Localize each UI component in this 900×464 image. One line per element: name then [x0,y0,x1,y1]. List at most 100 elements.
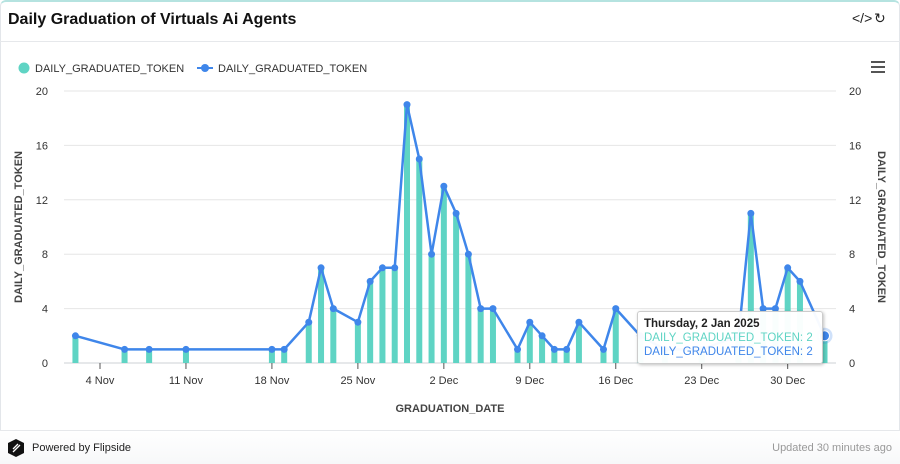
x-tick-label: 30 Dec [770,375,805,387]
y-tick-left: 8 [42,249,48,261]
y-tick-left: 12 [36,195,48,207]
x-tick-label: 2 Dec [429,375,458,387]
bar [391,267,398,363]
line-point [612,305,620,313]
bar [600,349,607,363]
bar [72,335,79,363]
y-tick-left: 4 [42,304,48,316]
bar [489,308,496,363]
bar [526,322,533,363]
y-axis-title-right: DAILY_GRADUATED_TOKEN [875,151,887,303]
line-point [563,345,571,353]
line-point [329,305,337,313]
legend-bar-label: DAILY_GRADUATED_TOKEN [35,63,184,75]
line-point [317,264,325,272]
refresh-icon[interactable]: ↻ [874,10,886,26]
y-tick-right: 12 [849,195,861,207]
line-point [796,277,804,285]
line-point [538,332,546,340]
tooltip-date: Thursday, 2 Jan 2025 [644,318,760,330]
card-footer: Powered by Flipside Updated 30 minutes a… [0,430,900,464]
bar [612,308,619,363]
bar [821,335,828,363]
legend-bar-marker [18,62,30,74]
line-point [759,305,767,313]
line-point [428,250,436,258]
line-point [452,209,460,217]
y-tick-right: 16 [849,140,861,152]
line-point [354,318,362,326]
y-axis-title-left: DAILY_GRADUATED_TOKEN [13,151,25,303]
x-axis-title: GRADUATION_DATE [396,403,505,415]
y-tick-left: 16 [36,140,48,152]
bar [305,322,312,363]
x-tick-label: 16 Dec [598,375,633,387]
x-tick-label: 11 Nov [169,375,204,387]
line-point [305,318,313,326]
bar [146,349,153,363]
line-point [121,345,129,353]
card-header: Daily Graduation of Virtuals Ai Agents <… [0,0,900,42]
y-tick-left: 0 [42,358,48,370]
line-point [477,305,485,313]
x-tick-label: 9 Dec [515,375,544,387]
line-point [771,305,779,313]
chart-title: Daily Graduation of Virtuals Ai Agents [8,11,297,28]
bar [453,213,460,363]
bar [121,349,128,363]
line-point [784,264,792,272]
bar [440,186,447,363]
bar [379,267,386,363]
bar [465,254,472,363]
y-tick-left: 20 [36,86,48,98]
code-icon[interactable]: </> [852,10,873,26]
x-tick-label: 18 Nov [254,375,289,387]
chart-svg: 0 0 4 4 8 8 12 12 16 16 20 20 4 Nov 11 Nov 18 Nov 25 No… [13,62,887,415]
bar [539,335,546,363]
bar [330,308,337,363]
x-tick-label: 4 Nov [86,375,115,387]
bar [551,349,558,363]
y-tick-right: 8 [849,249,855,261]
flipside-logo-icon [8,439,24,457]
bar [354,322,361,363]
bar [404,104,410,363]
bar [281,349,288,363]
line-point [391,264,399,272]
x-tick-label: 25 Nov [340,375,375,387]
line-point [280,345,288,353]
bar [182,349,189,363]
bar [416,159,423,363]
x-tick-label: 23 Dec [684,375,719,387]
line-point [145,345,153,353]
line-point [489,305,497,313]
bar [477,308,484,363]
legend-line-label: DAILY_GRADUATED_TOKEN [218,63,367,75]
line-point [526,318,534,326]
line-point [464,250,472,258]
line-point [415,155,423,163]
y-tick-right: 20 [849,86,861,98]
line-point [378,264,386,272]
line-point [366,277,374,285]
legend-line-marker [201,64,209,72]
line-point [403,101,411,109]
bar [747,213,754,363]
bar [318,267,325,363]
bar [367,281,374,363]
line-point [514,345,522,353]
tooltip-line-value: DAILY_GRADUATED_TOKEN: 2 [644,346,813,358]
bar [563,349,570,363]
chart-menu-button[interactable] [871,61,885,76]
powered-by-link[interactable]: Powered by Flipside [32,442,132,454]
bar [268,349,275,363]
line-point [575,318,583,326]
y-tick-right: 4 [849,304,855,316]
updated-status: Updated 30 minutes ago [772,442,892,454]
line-point [71,332,79,340]
line-point [599,345,607,353]
line-point [440,182,448,190]
bar [514,349,521,363]
line-point [747,209,755,217]
line-point [182,345,190,353]
